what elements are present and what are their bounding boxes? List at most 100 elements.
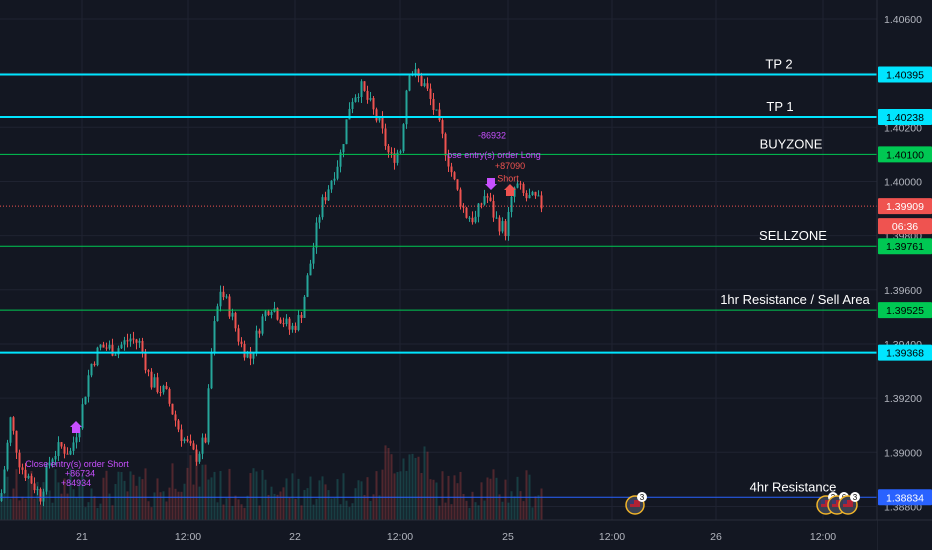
volume-bar [360,481,363,520]
volume-bar [417,456,420,520]
candle-body [258,330,261,334]
candle-body [84,396,87,405]
volume-bar [213,471,216,520]
candle-body [156,377,159,393]
volume-bar [294,499,297,520]
candle-body [405,90,408,125]
candle-body [504,221,507,237]
volume-bar [483,500,486,520]
candle-body [429,88,432,99]
volume-bar [147,501,150,520]
volume-bar [27,477,30,520]
candle-body [507,211,510,237]
level-price-tag-1: 1.40238 [886,112,924,124]
volume-bar [96,507,99,520]
candle-body [21,467,24,470]
volume-bar [393,473,396,520]
volume-bar [312,504,315,520]
volume-bar [108,493,111,520]
candle-body [363,81,366,91]
volume-bar [345,500,348,520]
volume-bar [237,499,240,520]
candle-body [510,196,513,212]
candle-body [195,449,198,462]
volume-bar [72,489,75,520]
volume-bar [408,454,411,520]
volume-bar [222,504,225,520]
candle-body [27,475,30,478]
volume-bar [318,480,321,520]
horizontal-levels: TP 2 TP 1 BUYZONE SELLZONE 1hr Resistance / … [0,56,877,498]
candle-body [306,275,309,297]
volume-bar [489,478,492,520]
candle-body [315,222,318,248]
volume-bar [60,493,63,520]
candle-body [192,443,195,450]
candle-body [417,69,420,77]
volume-bar [540,488,543,520]
candle-body [249,351,252,359]
candle-body [348,108,351,120]
candle-body [123,340,126,345]
event-flag-icon[interactable]: 3 [625,492,647,515]
volume-bar [486,477,489,520]
candle-body [153,377,156,388]
level-price-tag-5-bg [878,344,932,361]
volume-bar [381,469,384,520]
volume-bar [258,505,261,520]
volume-bar [33,498,36,520]
volume-bar [537,495,540,520]
volume-bar [384,445,387,520]
volume-bar [267,494,270,520]
candle-body [105,347,108,349]
event-flag-canton [821,500,825,504]
candle-body [255,330,258,353]
candle-body [327,189,330,201]
candle-body [81,404,84,429]
volume-bar [39,504,42,520]
volume-bar [228,468,231,520]
candle-body [381,117,384,129]
volume-bar [507,502,510,520]
candle-body [402,124,405,152]
candle-body [519,183,522,185]
candle-body [108,344,111,349]
candle-body [516,183,519,188]
volume-bar [171,463,174,520]
volume-bar [423,446,426,520]
volume-bar [420,473,423,520]
candle-body [207,388,210,443]
event-flag-icon[interactable]: 3 [838,492,860,515]
event-count-bubble [637,492,647,502]
candle-body [366,90,369,100]
event-flag-stripes [832,500,842,507]
candle-body [456,179,459,190]
candle-body [369,98,372,100]
volume-bar [270,486,273,520]
volume-bar [348,507,351,520]
volume-bar [201,464,204,520]
volume-bar [114,483,117,520]
annotation-label: -86932 [478,131,506,141]
volume-bar [495,477,498,520]
candle-body [453,172,456,180]
annotation-label: +84934 [61,478,91,488]
chart-grid [0,0,877,520]
candle-body [354,97,357,102]
volume-bar [234,495,237,520]
volume-bar [135,485,138,520]
level-price-tag-4: 1.39525 [886,305,924,317]
x-tick-label: 12:00 [810,531,836,543]
volume-bar [405,470,408,520]
x-tick-label: 26 [710,531,722,543]
volume-bar [204,464,207,520]
candle-body [3,469,6,494]
candle-body [288,318,291,330]
event-count: 3 [640,493,645,502]
candle-body [222,291,225,298]
candle-body [252,352,255,359]
volume-bar [0,498,3,520]
candle-body [246,351,249,358]
